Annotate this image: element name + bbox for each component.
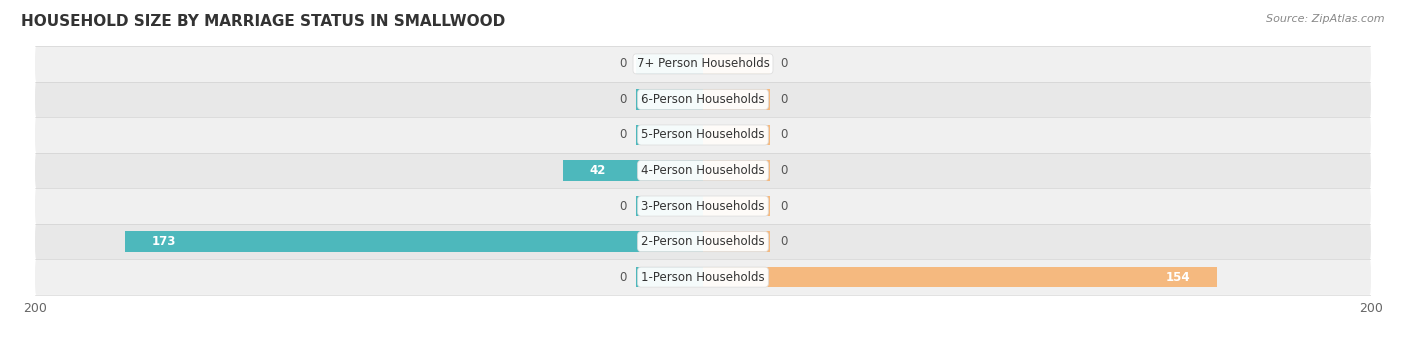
Text: 0: 0 [780, 235, 787, 248]
Text: 0: 0 [780, 199, 787, 212]
Bar [636, 267, 703, 287]
Text: 0: 0 [780, 164, 787, 177]
Bar [636, 125, 703, 145]
Text: 0: 0 [619, 271, 626, 284]
Bar [703, 160, 769, 181]
Bar [125, 231, 703, 252]
Bar [703, 267, 1218, 287]
Text: 0: 0 [780, 93, 787, 106]
FancyBboxPatch shape [35, 224, 1371, 260]
Bar [636, 89, 703, 110]
Bar [703, 231, 769, 252]
Text: 42: 42 [589, 164, 606, 177]
Text: 7+ Person Households: 7+ Person Households [637, 57, 769, 70]
Text: 4-Person Households: 4-Person Households [641, 164, 765, 177]
FancyBboxPatch shape [35, 46, 1371, 81]
FancyBboxPatch shape [35, 260, 1371, 295]
Text: 0: 0 [619, 199, 626, 212]
Text: Source: ZipAtlas.com: Source: ZipAtlas.com [1267, 14, 1385, 24]
Text: 0: 0 [619, 57, 626, 70]
Text: 0: 0 [780, 57, 787, 70]
Text: 1-Person Households: 1-Person Households [641, 271, 765, 284]
Text: HOUSEHOLD SIZE BY MARRIAGE STATUS IN SMALLWOOD: HOUSEHOLD SIZE BY MARRIAGE STATUS IN SMA… [21, 14, 505, 29]
Legend: Family, Nonfamily: Family, Nonfamily [607, 337, 799, 341]
Text: 5-Person Households: 5-Person Households [641, 129, 765, 142]
FancyBboxPatch shape [35, 188, 1371, 224]
Bar [636, 196, 703, 216]
Bar [703, 196, 769, 216]
Text: 0: 0 [619, 93, 626, 106]
Text: 2-Person Households: 2-Person Households [641, 235, 765, 248]
Bar [703, 54, 769, 74]
Text: 3-Person Households: 3-Person Households [641, 199, 765, 212]
FancyBboxPatch shape [35, 153, 1371, 188]
Text: 0: 0 [619, 129, 626, 142]
Bar [636, 54, 703, 74]
Text: 154: 154 [1166, 271, 1191, 284]
Bar [562, 160, 703, 181]
FancyBboxPatch shape [35, 117, 1371, 153]
Text: 0: 0 [780, 129, 787, 142]
Text: 6-Person Households: 6-Person Households [641, 93, 765, 106]
Text: 173: 173 [152, 235, 176, 248]
Bar [703, 125, 769, 145]
FancyBboxPatch shape [35, 81, 1371, 117]
Bar [703, 89, 769, 110]
